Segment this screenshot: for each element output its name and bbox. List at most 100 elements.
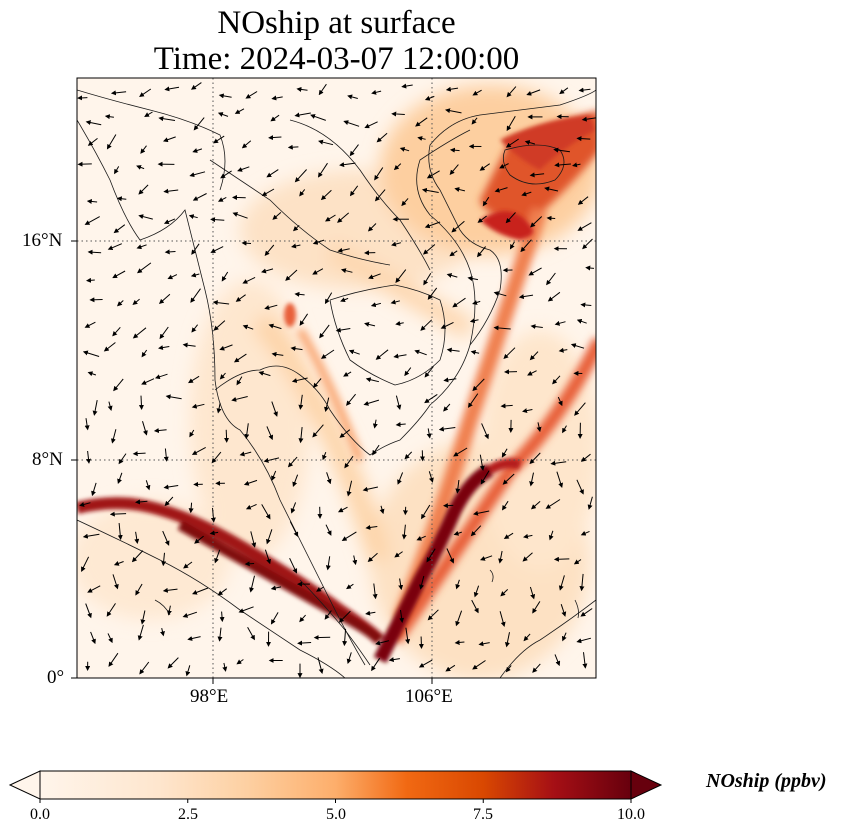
wind-arrow — [294, 112, 311, 118]
wind-arrow — [401, 524, 407, 540]
wind-arrow — [134, 531, 140, 544]
wind-arrow — [190, 272, 200, 278]
wind-arrow — [165, 394, 182, 400]
wind-arrow — [104, 114, 114, 120]
wind-arrow — [243, 479, 258, 486]
wind-arrow — [237, 166, 250, 172]
wind-arrow — [394, 551, 403, 558]
wind-arrow — [294, 291, 305, 297]
wind-arrow — [159, 326, 169, 340]
wind-arrow — [445, 86, 459, 92]
wind-arrow — [109, 511, 127, 517]
wind-arrow — [499, 611, 506, 628]
wind-arrow — [451, 220, 465, 233]
wind-arrow — [404, 451, 413, 460]
wind-arrow — [270, 585, 282, 591]
wind-arrow — [140, 610, 146, 625]
wind-arrow — [349, 185, 359, 197]
wind-arrow — [445, 108, 462, 114]
wind-arrow — [453, 530, 462, 536]
wind-arrow — [162, 136, 176, 143]
wind-arrow — [337, 506, 348, 513]
wind-arrow — [245, 503, 257, 510]
wind-arrow — [90, 631, 96, 645]
wind-arrow — [479, 454, 485, 471]
wind-arrow — [337, 212, 350, 223]
wind-arrow — [213, 135, 225, 144]
wind-arrow — [453, 447, 468, 457]
wind-arrow — [191, 243, 200, 255]
wind-arrow — [325, 524, 332, 536]
wind-arrow — [190, 82, 202, 90]
wind-arrow — [346, 652, 352, 665]
wind-arrow — [87, 585, 101, 593]
wind-arrow — [261, 188, 275, 197]
wind-arrow — [424, 366, 434, 378]
wind-arrow — [210, 507, 216, 523]
wind-arrow — [164, 249, 176, 255]
wind-arrow — [367, 223, 377, 232]
wind-arrow — [158, 345, 170, 351]
wind-arrow — [341, 531, 357, 541]
wind-arrow — [271, 401, 278, 417]
wind-arrow — [106, 134, 117, 150]
wind-arrow — [547, 291, 561, 302]
wind-arrow — [424, 95, 435, 101]
wind-arrow — [108, 652, 119, 667]
wind-arrow — [164, 496, 174, 507]
wind-arrow — [352, 555, 358, 566]
hainan-island — [502, 144, 565, 185]
wind-arrow — [266, 529, 273, 545]
wind-arrow — [502, 473, 515, 485]
wind-arrow — [476, 246, 486, 258]
wind-arrow — [163, 484, 179, 490]
wind-arrow — [238, 606, 254, 614]
wind-arrow — [135, 499, 148, 505]
wind-arrow — [398, 578, 404, 591]
wind-arrow — [317, 657, 324, 674]
wind-arrow — [187, 636, 201, 641]
wind-arrow — [505, 138, 519, 148]
wind-arrow — [367, 552, 378, 562]
wind-arrow — [479, 163, 490, 171]
lat-tick-8N: 8°N — [32, 449, 63, 470]
wind-arrow — [213, 320, 226, 331]
wind-arrow — [166, 605, 172, 616]
lon-tick-106E: 106°E — [405, 686, 453, 707]
wind-arrow — [242, 276, 256, 284]
wind-arrow — [424, 221, 441, 229]
wind-arrow — [501, 448, 508, 458]
wind-arrow — [318, 83, 327, 96]
wind-arrow — [414, 349, 427, 356]
wind-vectors — [77, 82, 596, 678]
wind-arrow — [140, 145, 147, 154]
wind-arrow — [136, 262, 152, 274]
wind-arrow — [585, 265, 595, 271]
wind-arrow — [193, 117, 205, 131]
wind-arrow — [576, 136, 591, 142]
wind-arrow — [244, 561, 255, 567]
wind-arrow — [217, 588, 227, 596]
wind-arrow — [388, 657, 400, 663]
wind-arrow — [271, 351, 284, 357]
wind-arrow — [221, 271, 229, 282]
wind-arrow — [529, 351, 539, 361]
wind-arrow — [291, 377, 308, 383]
wind-arrow — [239, 451, 252, 457]
wind-arrow — [299, 313, 309, 326]
wind-arrow — [84, 321, 96, 328]
coastline-myanmar-thai — [77, 119, 366, 666]
wind-arrow — [422, 244, 436, 255]
wind-arrow — [556, 471, 564, 489]
wind-arrow — [139, 661, 150, 675]
wind-arrow — [289, 521, 299, 538]
wind-arrow — [189, 171, 206, 178]
wind-arrow — [342, 628, 348, 647]
wind-arrow — [445, 664, 456, 672]
wind-arrow — [581, 116, 596, 122]
colorbar-tick-2.5: 2.5 — [178, 806, 198, 823]
wind-arrow — [374, 167, 384, 181]
wind-arrow — [493, 325, 511, 331]
wind-arrow — [320, 349, 335, 359]
map-title-line2: Time: 2024-03-07 12:00:00 — [153, 41, 520, 77]
